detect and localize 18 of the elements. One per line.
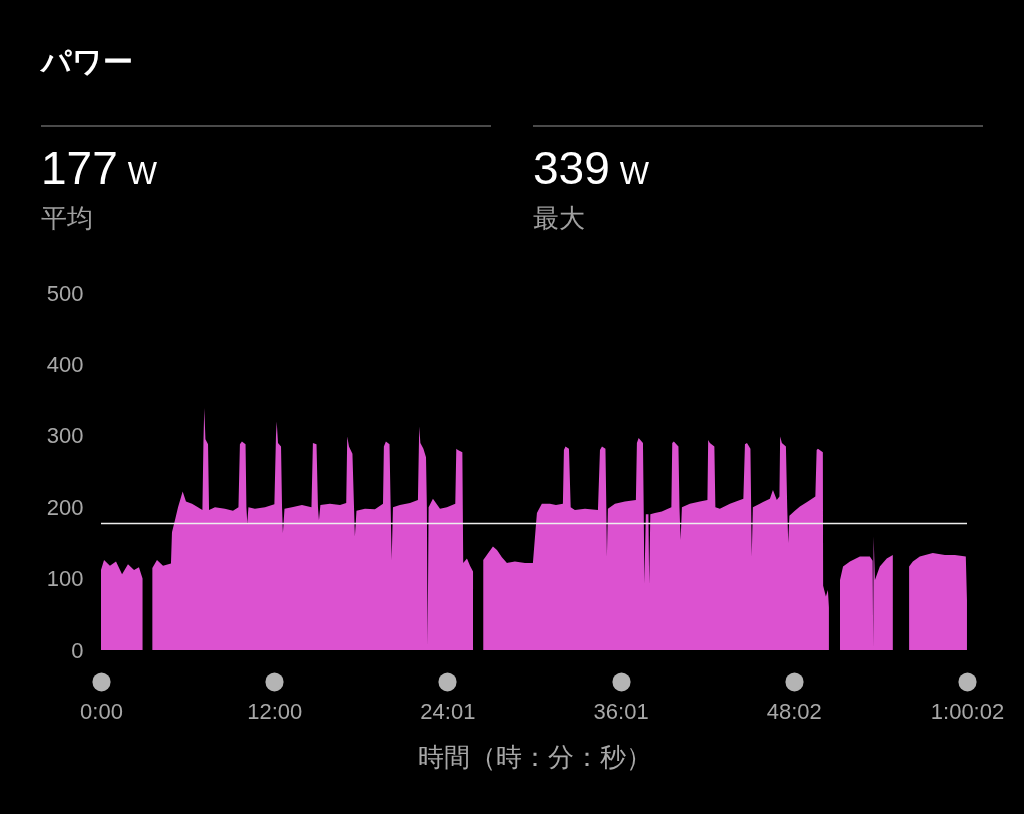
x-tick-label: 36:01: [593, 698, 649, 724]
text: 平均: [41, 202, 94, 234]
y-tick-label: 200: [46, 494, 84, 520]
y-tick-label: 500: [46, 280, 84, 306]
x-tick-label: 1:00:02: [930, 698, 1005, 724]
text: 339 W: [533, 142, 650, 194]
x-tick-label: 24:01: [420, 698, 476, 724]
text: 最大: [533, 202, 586, 234]
text: 177 W: [41, 142, 158, 194]
y-tick-label: 0: [71, 637, 84, 663]
x-tick-label: 48:02: [766, 698, 822, 724]
y-tick-label: 300: [46, 423, 84, 449]
y-tick-label: 400: [46, 351, 84, 377]
chart-title: パワー: [41, 44, 133, 80]
x-tick-label: 0:00: [80, 698, 123, 724]
y-tick-label: 100: [46, 566, 84, 592]
x-tick-label: 12:00: [247, 698, 303, 724]
x-axis-title: 時間（時：分：秒）: [417, 741, 652, 772]
